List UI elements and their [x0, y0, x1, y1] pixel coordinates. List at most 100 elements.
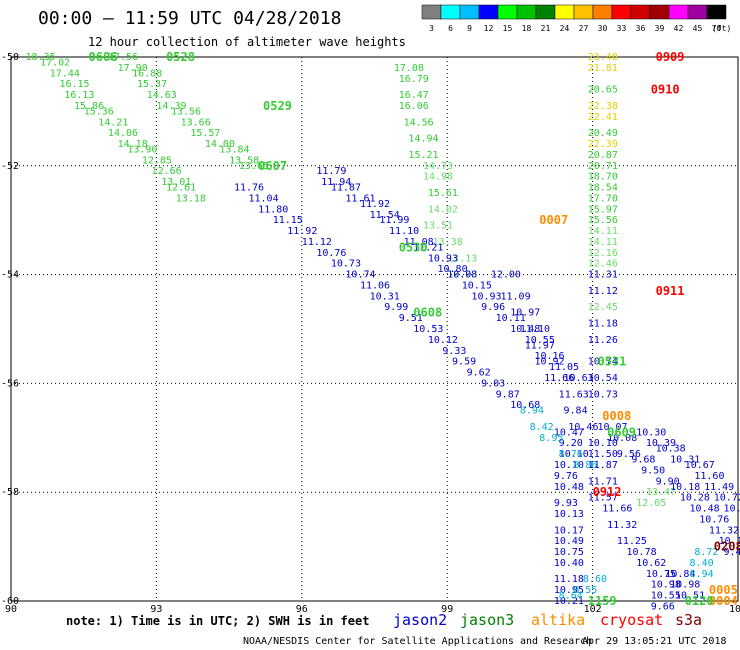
swh-value-jason2: 11.97 — [525, 340, 555, 351]
swh-value-altika: 22.41 — [588, 112, 618, 123]
swh-value-jason3: 18.70 — [588, 172, 618, 183]
pass-time-label: 0606 — [89, 50, 118, 64]
swh-value-jason3: 16.79 — [399, 74, 429, 85]
swh-value-jason2: 11.79 — [316, 166, 346, 177]
legend-swatch — [535, 4, 556, 20]
x-axis-ticks: 90 93 96 99 102 105 — [5, 604, 740, 615]
legend-swatch — [630, 4, 651, 20]
chart-subtitle: 12 hour collection of altimeter wave hei… — [88, 35, 406, 49]
swh-value-jason3: 13.66 — [181, 117, 211, 128]
x-tick-label: 105 — [729, 604, 740, 615]
pass-time-label: 0528 — [166, 50, 195, 64]
swh-value-jason3: 16.47 — [399, 90, 429, 101]
y-tick-label: -60 — [1, 596, 19, 607]
swh-value-jason2: 10.07 — [597, 422, 627, 433]
pass-time-label: 0609 — [607, 425, 636, 439]
legend-swatch — [668, 4, 689, 20]
swh-value-jason3: 17.70 — [588, 193, 618, 204]
swh-value-jason2: 10.51 — [675, 591, 705, 602]
pass-time-label: 0910 — [651, 83, 680, 97]
swh-value-jason2: 10.21 — [554, 596, 584, 607]
pass-time-label: 0912 — [593, 485, 622, 499]
swh-value-jason2: 10.99 — [723, 504, 740, 515]
swh-value-jason2: 11.21 — [413, 242, 443, 253]
swh-value-jason2: 9.50 — [641, 465, 665, 476]
swh-value-jason3: 17.56 — [108, 52, 138, 63]
swh-value-jason2: 12.00 — [491, 270, 521, 281]
swh-value-jason2: 11.87 — [588, 460, 618, 471]
swh-value-jason3: 12.73 — [447, 270, 477, 281]
swh-value-jason3: 20.49 — [588, 128, 618, 139]
swh-value-jason2: 9.99 — [384, 302, 408, 313]
swh-value-jason2: 10.75 — [554, 547, 584, 558]
swh-value-jason3: 15.86 — [74, 101, 104, 112]
swh-value-jason3: 14.63 — [147, 90, 177, 101]
swh-value-jason3: 14.98 — [423, 172, 453, 183]
y-axis-ticks: -50 -52 -54 -56 -58 -60 — [1, 52, 19, 607]
swh-value-jason3: 14.73 — [423, 161, 453, 172]
swh-value-jason2: 10.31 — [670, 455, 700, 466]
swh-value-cryosat: 8.95 — [539, 433, 563, 444]
swh-value-jason2: 10.18 — [670, 482, 700, 493]
swh-value-jason2: 11.18 — [588, 319, 618, 330]
swh-value-jason2: 10.53 — [413, 324, 443, 335]
swh-value-jason2: 10.30 — [636, 427, 666, 438]
swh-value-jason2: 10.74 — [345, 270, 375, 281]
grid-lines — [10, 56, 739, 602]
legend-swatch — [611, 4, 632, 20]
legend-threshold: 6 — [448, 24, 453, 33]
swh-value-jason2: 10.13 — [554, 509, 584, 520]
swh-value-jason3: 14.39 — [156, 101, 186, 112]
swh-value-jason2: 10.97 — [510, 308, 540, 319]
footer-timestamp: Apr 29 13:05:21 UTC 2018 — [582, 636, 727, 647]
swh-value-jason2: 10.74 — [588, 357, 618, 368]
swh-value-jason3: 15.37 — [137, 79, 167, 90]
swh-value-altika: 21.81 — [588, 63, 618, 74]
y-tick-label: -54 — [1, 270, 19, 281]
x-tick-label: 99 — [441, 604, 453, 615]
legend-threshold: 70 — [712, 24, 722, 33]
legend-swatch — [554, 4, 575, 20]
swh-value-cryosat: 8.60 — [583, 574, 607, 585]
swh-value-jason3: 14.11 — [588, 226, 618, 237]
swh-value-jason2: 11.87 — [331, 183, 361, 194]
swh-value-jason2: 10.10 — [719, 536, 740, 547]
swh-value-jason2: 9.62 — [467, 368, 491, 379]
legend-cryosat: cryosat — [600, 611, 663, 629]
swh-value-jason2: 10.54 — [588, 373, 618, 384]
swh-value-jason3: 13.90 — [127, 144, 157, 155]
swh-value-jason2: 11.66 — [602, 504, 632, 515]
swh-value-jason2: 10.17 — [554, 525, 584, 536]
swh-value-jason2: 10.63 — [564, 373, 594, 384]
legend-swatch — [497, 4, 518, 20]
swh-value-jason2: 9.59 — [452, 357, 476, 368]
swh-value-jason2: 10.68 — [510, 400, 540, 411]
swh-value-jason2: 10.40 — [554, 558, 584, 569]
swh-value-jason2: 11.80 — [258, 204, 288, 215]
legend-swatch — [706, 4, 727, 20]
legend-jason3: jason3 — [460, 611, 514, 629]
pass-time-label: 0008 — [602, 409, 631, 423]
swh-value-jason2: 11.26 — [588, 335, 618, 346]
swh-value-jason2: 10.11 — [496, 313, 526, 324]
legend-threshold: 42 — [674, 24, 684, 33]
swh-value-jason2: 10.10 — [588, 438, 618, 449]
legend-swatch — [573, 4, 594, 20]
swh-value-jason3: 15.57 — [190, 128, 220, 139]
x-tick-label: 93 — [150, 604, 162, 615]
swh-value-jason3: 18.35 — [26, 52, 56, 63]
swh-value-jason2: 9.20 — [559, 438, 583, 449]
swh-value-jason3: 14.18 — [118, 139, 148, 150]
swh-value-jason3: 13.47 — [646, 487, 676, 498]
swh-value-jason3: 14.00 — [205, 139, 235, 150]
swh-value-cryosat: 8.55 — [573, 585, 597, 596]
swh-value-jason2: 10.38 — [656, 444, 686, 455]
pass-time-label: 0005 — [709, 583, 738, 597]
swh-value-jason2: 11.61 — [345, 193, 375, 204]
swh-value-jason2: 9.87 — [496, 389, 520, 400]
swh-value-jason2: 10.31 — [370, 291, 400, 302]
swh-value-jason2: 11.08 — [404, 237, 434, 248]
swh-value-jason2: 10.62 — [636, 558, 666, 569]
swh-value-jason2: 10.95 — [554, 585, 584, 596]
swh-value-jason2: 10.28 — [680, 493, 710, 504]
